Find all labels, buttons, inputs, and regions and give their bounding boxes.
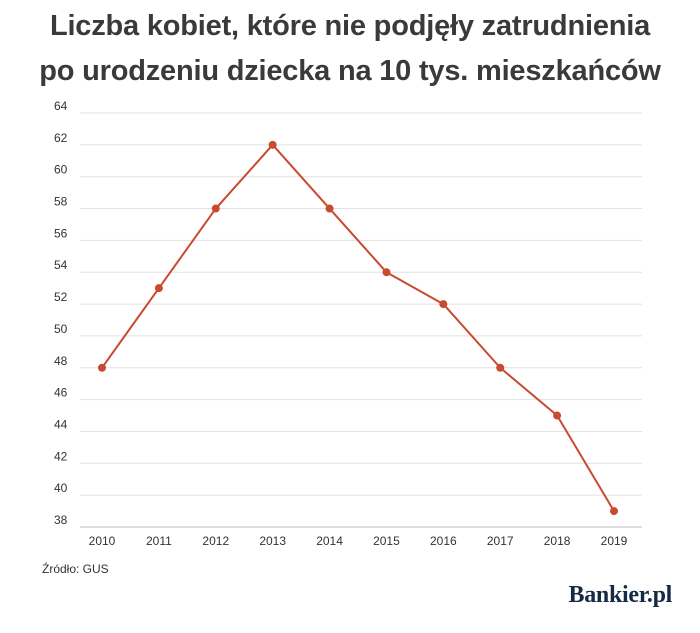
y-tick-label: 52: [54, 290, 68, 304]
y-tick-label: 54: [54, 258, 68, 272]
x-tick-label: 2013: [259, 534, 286, 548]
x-tick-label: 2015: [373, 534, 400, 548]
y-tick-label: 44: [54, 417, 68, 431]
data-point: [610, 507, 618, 516]
y-tick-label: 56: [54, 226, 68, 240]
data-point: [268, 140, 277, 149]
x-tick-label: 2018: [544, 534, 571, 548]
y-tick-label: 64: [54, 99, 68, 113]
data-point: [496, 363, 505, 372]
data-point: [382, 268, 391, 277]
source-note: Źródło: GUS: [42, 562, 109, 576]
y-tick-label: 48: [54, 354, 68, 368]
chart-title: Liczba kobiet, które nie podjęły zatrudn…: [0, 4, 700, 94]
y-tick-label: 42: [54, 449, 68, 463]
y-tick-label: 62: [54, 131, 68, 145]
x-tick-label: 2011: [146, 534, 172, 548]
data-point: [211, 204, 220, 213]
y-tick-label: 60: [54, 163, 68, 177]
data-point: [553, 411, 562, 420]
y-tick-label: 58: [54, 195, 68, 209]
x-tick-label: 2014: [316, 534, 343, 548]
y-tick-label: 40: [54, 481, 68, 495]
x-tick-label: 2010: [89, 534, 116, 548]
brand-logo: Bankier.pl: [568, 582, 673, 608]
data-point: [439, 300, 448, 309]
data-point: [98, 363, 106, 372]
x-tick-label: 2019: [601, 534, 628, 548]
y-tick-label: 46: [54, 386, 68, 400]
chart-title-line-2: po urodzeniu dziecka na 10 tys. mieszkań…: [39, 55, 661, 87]
x-tick-label: 2017: [487, 534, 514, 548]
x-tick-label: 2012: [202, 534, 229, 548]
y-tick-label: 38: [54, 513, 68, 527]
series-line: [101, 143, 615, 512]
chart-title-line-1: Liczba kobiet, które nie podjęły zatrudn…: [49, 10, 651, 42]
x-tick-label: 2016: [430, 534, 457, 548]
y-tick-label: 50: [54, 322, 68, 336]
data-point: [325, 204, 334, 213]
data-point: [154, 284, 163, 293]
